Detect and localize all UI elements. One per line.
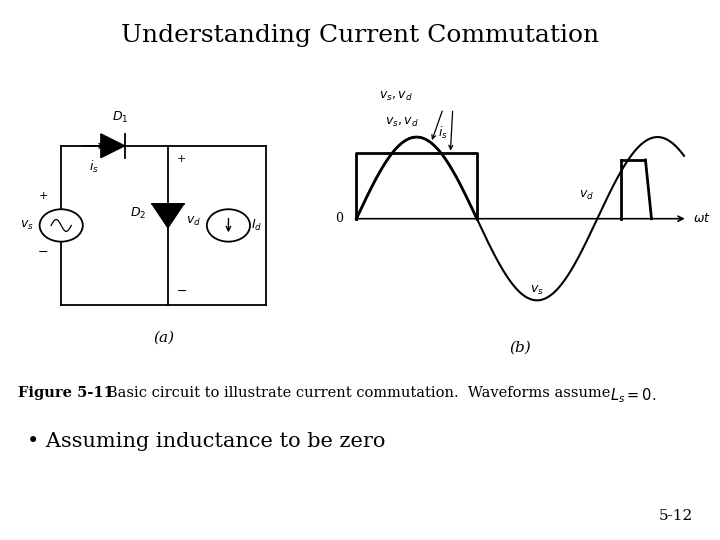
- Text: +: +: [38, 191, 48, 201]
- Text: +: +: [176, 154, 186, 164]
- Text: $v_d$: $v_d$: [579, 190, 594, 202]
- Text: $v_s, v_d$: $v_s, v_d$: [379, 90, 413, 103]
- Text: 5-12: 5-12: [658, 509, 693, 523]
- Text: Basic circuit to illustrate current commutation.  Waveforms assume: Basic circuit to illustrate current comm…: [107, 386, 615, 400]
- Text: $I_d$: $I_d$: [251, 218, 263, 233]
- Text: Figure 5-11: Figure 5-11: [18, 386, 114, 400]
- Text: 0: 0: [336, 212, 343, 225]
- Text: $v_s$: $v_s$: [530, 284, 544, 297]
- Text: $i_s$: $i_s$: [438, 125, 448, 141]
- Text: −: −: [38, 246, 48, 259]
- Text: $i_s$: $i_s$: [89, 159, 99, 176]
- Text: $v_s, v_d$: $v_s, v_d$: [385, 116, 419, 129]
- Polygon shape: [152, 204, 184, 228]
- Text: (b): (b): [509, 340, 531, 354]
- Text: Understanding Current Commutation: Understanding Current Commutation: [121, 24, 599, 48]
- Text: $D_1$: $D_1$: [112, 110, 128, 125]
- Text: $v_d$: $v_d$: [186, 215, 201, 228]
- Text: −: −: [176, 285, 187, 298]
- Text: $L_s = 0.$: $L_s = 0.$: [610, 386, 656, 405]
- Text: (a): (a): [153, 331, 174, 345]
- Text: $v_s$: $v_s$: [19, 219, 34, 232]
- Text: • Assuming inductance to be zero: • Assuming inductance to be zero: [27, 432, 386, 451]
- Text: $\omega t$: $\omega t$: [693, 212, 711, 225]
- Polygon shape: [101, 134, 125, 158]
- Text: $D_2$: $D_2$: [130, 206, 146, 221]
